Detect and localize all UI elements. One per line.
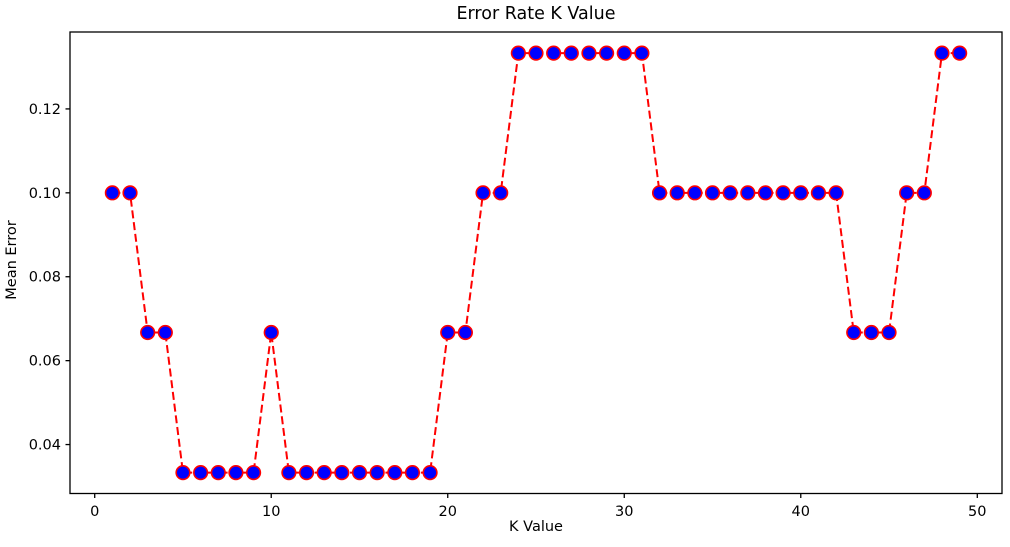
data-point (599, 45, 615, 61)
data-point (881, 324, 897, 341)
plot-frame (69, 31, 1003, 495)
x-tick-label: 40 (792, 504, 810, 520)
data-point (651, 185, 668, 201)
y-tick-label: 0.04 (29, 438, 61, 454)
data-point (263, 324, 279, 341)
data-point (298, 465, 315, 481)
chart-title: Error Rate K Value (456, 4, 616, 24)
y-tick-label: 0.10 (29, 186, 61, 202)
data-point (775, 185, 791, 201)
data-point (581, 45, 597, 61)
data-point (863, 324, 879, 341)
x-tick-label: 20 (439, 504, 457, 520)
data-point (175, 465, 191, 481)
data-point (722, 185, 738, 201)
y-tick-label: 0.12 (29, 102, 61, 118)
data-point (740, 185, 756, 201)
data-point (457, 324, 473, 341)
data-point (404, 465, 421, 481)
x-tick-label: 0 (90, 504, 99, 520)
data-point (140, 324, 156, 341)
data-point (440, 324, 456, 341)
data-point (899, 185, 915, 201)
data-point (563, 45, 579, 61)
data-point (616, 45, 632, 61)
data-point (422, 465, 438, 481)
data-point (846, 324, 862, 341)
data-point (245, 465, 262, 481)
data-point (351, 465, 368, 481)
x-axis-label: K Value (509, 519, 563, 535)
data-point (528, 45, 544, 61)
data-point (687, 185, 703, 201)
data-point (916, 185, 932, 201)
data-point (157, 324, 173, 341)
data-point (104, 185, 120, 201)
x-ticks: 0 10 20 30 40 50 (90, 493, 987, 520)
data-point (934, 45, 950, 61)
data-point (387, 465, 403, 481)
data-point (952, 45, 968, 61)
y-ticks: 0.04 0.06 0.08 0.10 0.12 (29, 102, 70, 454)
data-point (122, 185, 138, 201)
data-point (210, 465, 226, 481)
data-point (810, 185, 827, 201)
x-tick-label: 10 (262, 504, 280, 520)
data-point (757, 185, 774, 201)
data-point (316, 465, 332, 481)
data-point (704, 185, 721, 201)
data-point (634, 45, 650, 61)
data-point (369, 465, 385, 481)
data-point (281, 465, 297, 481)
data-point (669, 185, 685, 201)
data-point (228, 465, 244, 481)
data-point (493, 185, 509, 201)
data-point (510, 45, 526, 61)
data-point (193, 465, 209, 481)
y-tick-label: 0.06 (29, 354, 61, 370)
y-tick-label: 0.08 (29, 270, 61, 286)
error-line (112, 52, 960, 474)
data-point (828, 185, 844, 201)
data-points (104, 45, 968, 481)
x-tick-label: 30 (615, 504, 633, 520)
y-axis-label: Mean Error (4, 220, 21, 300)
data-point (334, 465, 350, 481)
data-point (793, 185, 809, 201)
data-point (546, 45, 562, 61)
data-point (475, 185, 491, 201)
x-tick-label: 50 (968, 504, 986, 520)
